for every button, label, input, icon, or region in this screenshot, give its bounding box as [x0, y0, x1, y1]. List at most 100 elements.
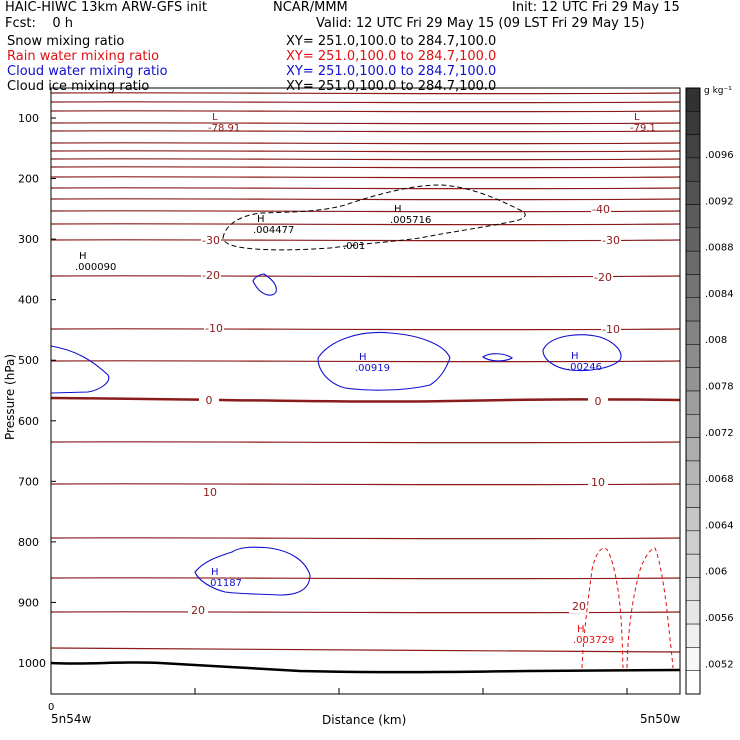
cloud-water-contour [50, 345, 110, 394]
cloud-water-contour [317, 331, 451, 391]
colorbar-unit: g kg⁻¹ [704, 86, 732, 96]
valid-time: Valid: 12 UTC Fri 29 May 15 (09 LST Fri … [316, 16, 645, 31]
isotherm-line [50, 150, 681, 153]
annotation-value: .000090 [75, 262, 116, 273]
colorbar-block [685, 344, 701, 368]
annotation-extremum-marker: H [577, 624, 585, 635]
colorbar-label: .0056 [705, 613, 734, 624]
isotherm-zero-line [50, 396, 681, 403]
isotherm-label-bg [588, 477, 608, 489]
colorbar-block [685, 483, 701, 508]
colorbar-block [685, 647, 701, 671]
colorbar-block [685, 367, 701, 392]
isotherm-label-bg [204, 323, 224, 335]
field-name-cloud-water: Cloud water mixing ratio [7, 64, 168, 79]
annotation-extremum-marker: H [359, 352, 367, 363]
colorbar: g kg⁻¹ .0096 .0092 .0088 .0084 .008 .0078 .0072… [685, 86, 734, 695]
isotherm-line [50, 328, 681, 331]
model-title: HAIC-HIWC 13km ARW-GFS init [5, 0, 207, 15]
isotherm-line [50, 647, 681, 653]
field-name-rain: Rain water mixing ratio [7, 49, 160, 64]
colorbar-label: .008 [705, 335, 727, 346]
colorbar-label: .0088 [705, 243, 734, 254]
y-tick-label: 400 [18, 294, 39, 307]
field-xy-cloud-water: XY= 251.0,100.0 to 284.7,100.0 [286, 64, 497, 79]
colorbar-block [685, 530, 701, 555]
isotherm-line [50, 142, 681, 145]
annotation-extremum-marker: H [257, 214, 265, 225]
colorbar-label: .0078 [705, 382, 734, 393]
colorbar-block [685, 111, 701, 135]
x-end-label: 5n50w [640, 712, 681, 726]
annotation-value: .004477 [253, 225, 294, 236]
isotherm-line [50, 122, 681, 125]
colorbar-block [685, 297, 701, 322]
cloud-water-contour [252, 273, 277, 296]
isotherm-label: 0 [206, 394, 213, 407]
isotherm-label-bg [199, 395, 219, 407]
annotation-extremum-marker: L [634, 112, 640, 123]
isotherm-label-bg [601, 324, 621, 336]
x-origin-label: 0 [48, 702, 54, 713]
x-axis-label: Distance (km) [322, 713, 406, 727]
isotherm-line [50, 130, 681, 133]
colorbar-label: .0092 [705, 196, 734, 207]
isotherm-label: 20 [572, 600, 586, 613]
isotherm-label-bg [591, 204, 611, 216]
annotation-extremum-marker: H [571, 351, 579, 362]
annotation-extremum-marker: H [79, 251, 87, 262]
isotherm-lines: -40 -30 -30 -20 -20 -10 -10 0 0 10 10 20 20 [50, 92, 681, 653]
annotation-extremum-marker: L [212, 112, 218, 123]
y-tick-label: 300 [18, 233, 39, 246]
cloud-water-contour [194, 546, 311, 596]
plot-frame [50, 87, 681, 695]
annotation-value: .001 [343, 241, 365, 252]
colorbar-block [685, 437, 701, 462]
isotherm-line [50, 176, 681, 179]
rain-contour [581, 547, 624, 669]
colorbar-block [685, 623, 701, 648]
colorbar-label: .0064 [705, 520, 734, 531]
colorbar-block [685, 670, 701, 695]
cloud-water-contour [482, 353, 514, 362]
rain-contour [626, 547, 674, 669]
terrain-line [50, 661, 681, 674]
colorbar-block [685, 157, 701, 182]
init-time: Init: 12 UTC Fri 29 May 15 [512, 0, 680, 15]
y-tick-label: 100 [18, 112, 39, 125]
isotherm-label-bg [601, 235, 621, 247]
rain-contours [581, 547, 674, 669]
isotherm-line [50, 158, 681, 161]
isotherm-label-bg [569, 601, 589, 613]
isotherm-label-bg [201, 235, 221, 247]
isotherm-line [50, 441, 681, 444]
annotation-value: .00919 [355, 363, 390, 374]
isotherm-line [50, 101, 681, 104]
field-name-snow: Snow mixing ratio [7, 34, 125, 49]
annotation-extremum-marker: H [211, 567, 219, 578]
isotherm-label: 0 [595, 395, 602, 408]
colorbar-block [685, 600, 701, 625]
annotation-value: .003729 [573, 635, 614, 646]
organization-label: NCAR/MMM [273, 0, 348, 15]
isotherm-line [50, 275, 681, 278]
y-axis-label: Pressure (hPa) [3, 354, 17, 440]
colorbar-label: .0052 [705, 659, 734, 670]
field-name-cloud-ice: Cloud ice mixing ratio [7, 79, 150, 94]
colorbar-block [685, 390, 701, 415]
y-tick-label: 500 [18, 354, 39, 367]
isotherm-label: -10 [205, 322, 223, 335]
cloud-water-contour [542, 334, 622, 372]
isotherm-label-bg [201, 270, 221, 282]
isotherm-label-bg [588, 396, 608, 408]
y-tick-label: 800 [18, 536, 39, 549]
isotherm-line [50, 537, 681, 540]
snow-contour [222, 184, 526, 251]
colorbar-label: .0068 [705, 474, 734, 485]
x-start-label: 5n54w [51, 712, 92, 726]
snow-contours [222, 184, 526, 251]
annotation-value: -79.1 [630, 123, 656, 134]
colorbar-block [685, 134, 701, 159]
colorbar-block [685, 204, 701, 229]
